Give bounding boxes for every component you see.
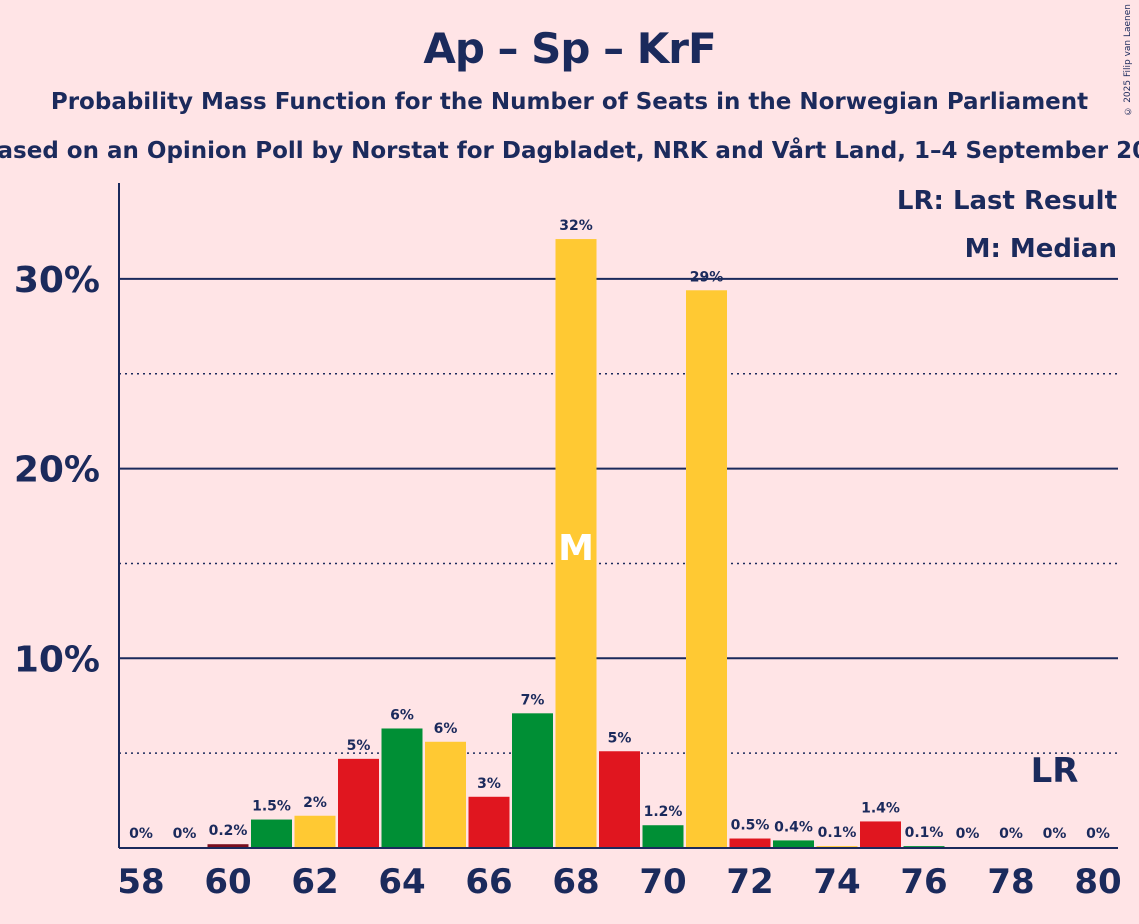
bar-69 <box>599 751 640 848</box>
bar-70 <box>642 825 684 848</box>
x-tick-label: 62 <box>291 862 338 902</box>
gridlines <box>119 277 1118 754</box>
x-tick-label: 78 <box>987 862 1034 902</box>
bar-label-61: 1.5% <box>252 799 291 815</box>
bar-label-63: 5% <box>347 738 371 754</box>
x-tick-label: 66 <box>465 862 512 902</box>
bar-63 <box>338 758 379 848</box>
bar-label-76: 0.1% <box>905 825 944 841</box>
bar-value-labels: 0% 0% 0.2%1.5% 2% 5% 6% 6% 3% 7% 32% 5% 1.2% 29% 0.5%… <box>129 218 1110 842</box>
bar-61 <box>251 819 292 848</box>
bar-label-65: 6% <box>434 721 458 737</box>
bar-label-70: 1.2% <box>644 804 683 820</box>
y-tick-label: 30% <box>14 260 100 301</box>
bar-label-74: 0.1% <box>818 825 857 841</box>
bar-60 <box>207 844 249 848</box>
bar-label-73: 0.4% <box>774 819 813 835</box>
x-tick-label: 70 <box>639 862 686 902</box>
bar-64 <box>381 728 423 848</box>
bar-71 <box>686 290 727 849</box>
bars <box>207 239 945 849</box>
bar-label-59: 0% <box>173 826 197 842</box>
bar-label-58: 0% <box>129 826 153 842</box>
bar-73 <box>773 840 814 848</box>
x-tick-label: 58 <box>117 862 164 902</box>
y-tick-labels: 10% 20% 30% <box>14 260 100 680</box>
bar-label-78: 0% <box>999 826 1023 842</box>
median-marker: M <box>558 528 594 569</box>
x-tick-label: 64 <box>378 862 425 902</box>
bar-label-75: 1.4% <box>861 800 900 816</box>
x-tick-label: 80 <box>1074 862 1121 902</box>
annotations: M LR LR: Last Result M: Median <box>558 186 1117 791</box>
x-tick-labels: 58 60 62 64 66 68 70 72 74 76 78 80 <box>117 862 1121 902</box>
bar-62 <box>294 815 336 848</box>
y-tick-label: 10% <box>14 639 100 680</box>
bar-67 <box>512 713 553 848</box>
bar-label-62: 2% <box>303 795 327 811</box>
bar-label-69: 5% <box>608 730 632 746</box>
legend-median: M: Median <box>965 234 1117 264</box>
axes <box>118 183 1118 849</box>
x-tick-label: 76 <box>900 862 947 902</box>
bar-label-71: 29% <box>690 269 724 285</box>
legend-last-result: LR: Last Result <box>897 186 1117 216</box>
bar-label-79: 0% <box>1043 826 1067 842</box>
bar-label-64: 6% <box>390 707 414 723</box>
x-tick-label: 72 <box>726 862 773 902</box>
bar-label-68: 32% <box>559 218 593 234</box>
bar-label-66: 3% <box>477 776 501 792</box>
bar-68 <box>555 239 597 849</box>
x-tick-label: 74 <box>813 862 860 902</box>
x-tick-label: 68 <box>552 862 599 902</box>
chart-subtitle: Probability Mass Function for the Number… <box>50 89 1089 115</box>
chart-source: Based on an Opinion Poll by Norstat for … <box>0 138 1139 164</box>
x-tick-label: 60 <box>204 862 251 902</box>
bar-label-60: 0.2% <box>209 823 248 839</box>
bar-label-67: 7% <box>521 692 545 708</box>
bar-75 <box>860 821 901 848</box>
bar-label-80: 0% <box>1086 826 1110 842</box>
chart-title: Ap – Sp – KrF <box>423 24 716 73</box>
bar-65 <box>425 741 466 848</box>
bar-72 <box>729 838 771 848</box>
bar-label-77: 0% <box>956 826 980 842</box>
bar-label-72: 0.5% <box>731 818 770 834</box>
last-result-marker: LR <box>1031 751 1079 791</box>
bar-66 <box>468 796 510 848</box>
y-tick-label: 20% <box>14 450 100 491</box>
